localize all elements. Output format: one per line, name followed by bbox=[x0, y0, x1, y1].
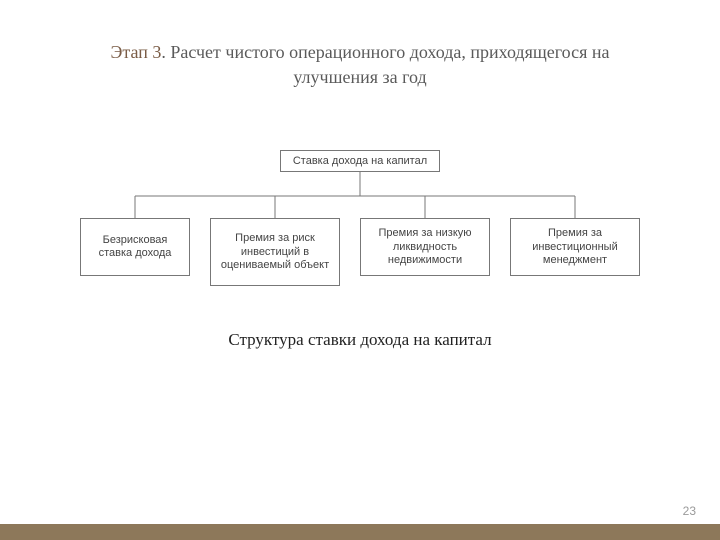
footer-bar bbox=[0, 524, 720, 540]
title-rest: . Расчет чистого операционного дохода, п… bbox=[161, 42, 609, 87]
title-stage: Этап 3 bbox=[111, 42, 162, 62]
diagram-child-node-3: Премия за инвестиционный менеджмент bbox=[510, 218, 640, 276]
diagram-caption: Структура ставки дохода на капитал bbox=[40, 330, 680, 350]
diagram-child-node-2: Премия за низкую ликвидность недвижимост… bbox=[360, 218, 490, 276]
slide-title: Этап 3. Расчет чистого операционного дох… bbox=[90, 40, 630, 90]
diagram-child-node-0: Безрисковая ставка дохода bbox=[80, 218, 190, 276]
slide: Этап 3. Расчет чистого операционного дох… bbox=[0, 0, 720, 540]
diagram-child-node-1: Премия за риск инвестиций в оцениваемый … bbox=[210, 218, 340, 286]
diagram-root-node: Ставка дохода на капитал bbox=[280, 150, 440, 172]
hierarchy-diagram: Ставка дохода на капитал Безрисковая став… bbox=[80, 150, 640, 300]
page-number: 23 bbox=[683, 504, 696, 518]
